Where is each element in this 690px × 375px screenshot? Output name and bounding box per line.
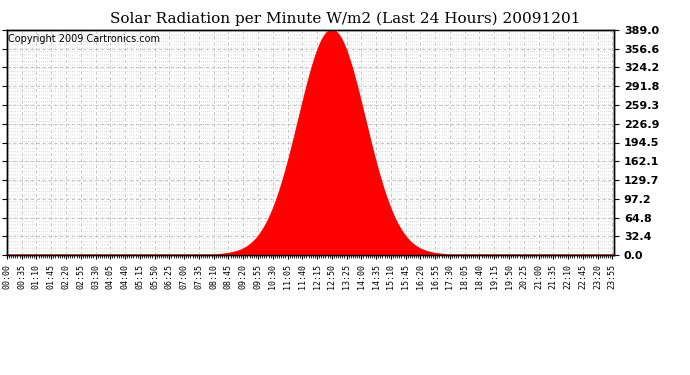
- Text: Solar Radiation per Minute W/m2 (Last 24 Hours) 20091201: Solar Radiation per Minute W/m2 (Last 24…: [110, 11, 580, 26]
- Text: Copyright 2009 Cartronics.com: Copyright 2009 Cartronics.com: [8, 34, 160, 45]
